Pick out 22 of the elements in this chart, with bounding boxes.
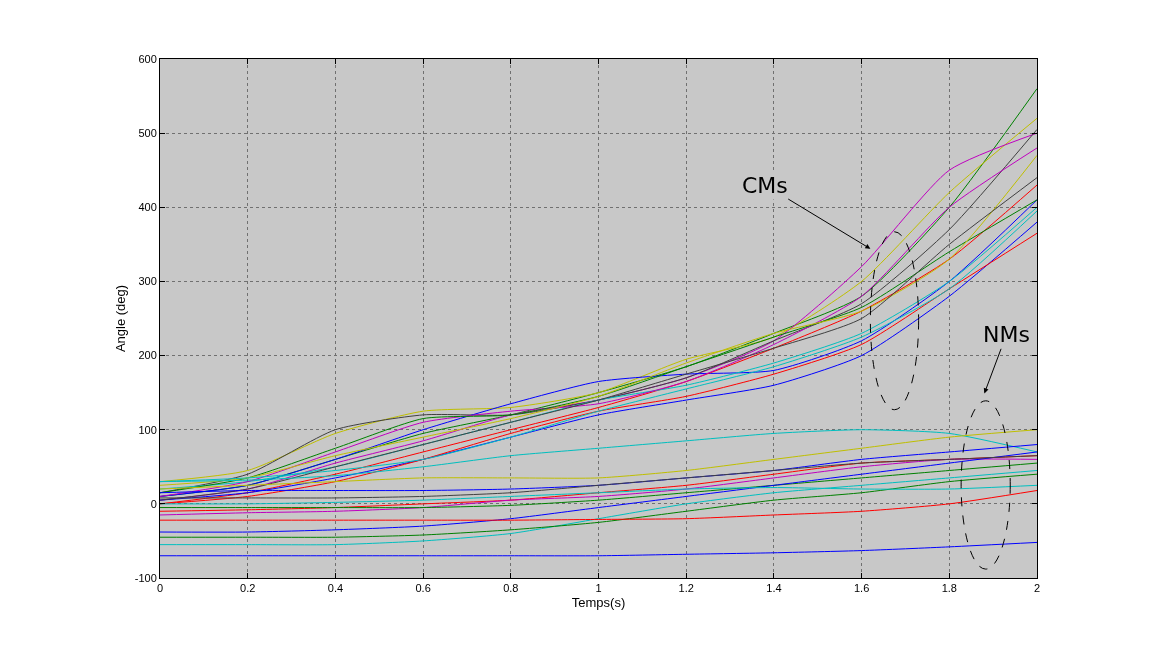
x-tick-label: 1.6 (853, 582, 870, 595)
y-tick-label: 500 (138, 126, 157, 139)
x-axis-title: Temps(s) (571, 594, 626, 610)
y-tick-label: 100 (138, 423, 157, 436)
y-tick-label: 300 (138, 275, 157, 288)
y-tick-label: -100 (134, 571, 157, 584)
x-tick-label: 0.4 (327, 582, 344, 595)
x-tick-label: 1.2 (678, 582, 694, 595)
x-tick-label: 0.6 (415, 582, 431, 595)
y-axis-title: Angle (deg) (112, 284, 128, 353)
y-tick-label: 600 (138, 52, 157, 65)
x-tick-label: 2 (1033, 582, 1041, 595)
y-tick-label: 400 (138, 201, 157, 214)
x-tick-label: 1.8 (941, 582, 957, 595)
x-tick-label: 1.4 (766, 582, 782, 595)
x-tick-label: 0.2 (240, 582, 256, 595)
y-tick-label: 200 (138, 349, 157, 362)
y-tick-label: 0 (150, 497, 157, 510)
x-tick-label: 0.8 (503, 582, 519, 595)
x-tick-label: 1 (595, 582, 602, 595)
annotation: NMs (983, 322, 1030, 347)
annotation: CMs (742, 173, 788, 198)
